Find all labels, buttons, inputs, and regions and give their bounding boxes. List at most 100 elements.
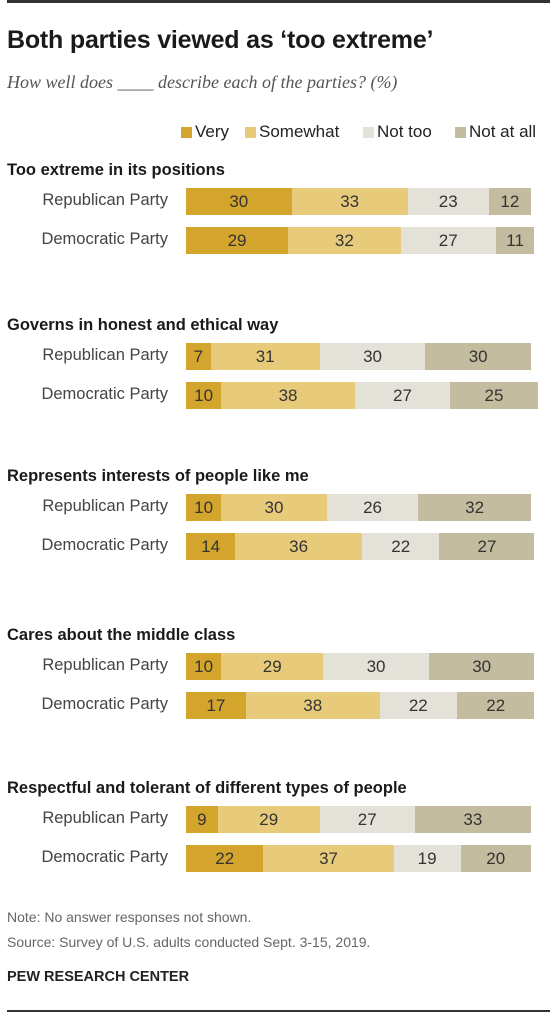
data-label: 27 xyxy=(357,809,377,829)
bar-segment-not-at-all: 27 xyxy=(439,533,535,560)
bar-segment-somewhat: 38 xyxy=(221,382,355,409)
data-label: 7 xyxy=(193,346,204,366)
row-label: Republican Party xyxy=(42,191,168,209)
stacked-bar: 10 30 26 32 xyxy=(186,494,531,521)
data-label: 29 xyxy=(262,656,282,676)
bar-segment-not-too: 19 xyxy=(393,845,461,872)
data-label: 25 xyxy=(484,385,504,405)
bar-segment-somewhat: 29 xyxy=(217,806,320,833)
bar-segment-not-at-all: 22 xyxy=(457,692,535,719)
data-label: 30 xyxy=(468,346,488,366)
data-label: 10 xyxy=(194,385,214,405)
bar-segment-not-at-all: 30 xyxy=(425,343,531,370)
bar-segment-somewhat: 37 xyxy=(263,845,394,872)
bar-segment-not-too: 27 xyxy=(354,382,450,409)
source-text: Source: Survey of U.S. adults conducted … xyxy=(7,934,371,950)
bar-segment-very: 30 xyxy=(186,188,292,215)
bar-segment-somewhat: 36 xyxy=(235,533,362,560)
row-label: Republican Party xyxy=(42,809,168,827)
bar-segment-somewhat: 33 xyxy=(291,188,408,215)
bar-segment-not-at-all: 11 xyxy=(495,227,535,254)
bar-segment-not-at-all: 25 xyxy=(450,382,538,409)
bar-segment-not-at-all: 12 xyxy=(488,188,531,215)
legend-item: Not at all xyxy=(455,122,536,142)
data-label: 22 xyxy=(486,695,506,715)
data-label: 22 xyxy=(391,536,411,556)
legend-label: Somewhat xyxy=(259,122,340,141)
bar-segment-very: 10 xyxy=(186,494,222,521)
bottom-rule xyxy=(7,1010,550,1012)
data-label: 30 xyxy=(363,346,382,366)
bar-segment-very: 17 xyxy=(186,692,246,719)
bar-segment-somewhat: 31 xyxy=(210,343,320,370)
data-label: 10 xyxy=(194,656,214,676)
bar-segment-not-too: 22 xyxy=(362,533,440,560)
data-label: 33 xyxy=(463,809,483,829)
group-title: Respectful and tolerant of different typ… xyxy=(7,779,407,797)
chart-subtitle: How well does ____ describe each of the … xyxy=(7,72,398,92)
data-label: 27 xyxy=(393,385,412,405)
stacked-bar: 14 36 22 27 xyxy=(186,533,535,560)
bar-segment-very: 7 xyxy=(186,343,211,370)
bar-segment-somewhat: 29 xyxy=(221,653,324,680)
legend-label: Very xyxy=(195,122,230,141)
data-label: 9 xyxy=(197,809,207,829)
legend-label: Not too xyxy=(377,122,432,141)
stacked-bar: 10 38 27 25 xyxy=(186,382,538,409)
data-label: 12 xyxy=(500,191,520,211)
row-label: Democratic Party xyxy=(41,695,168,713)
row-label: Republican Party xyxy=(42,346,168,364)
data-label: 38 xyxy=(303,695,323,715)
data-label: 29 xyxy=(259,809,279,829)
bar-segment-very: 14 xyxy=(186,533,236,560)
legend-swatch xyxy=(181,127,192,138)
data-label: 38 xyxy=(278,385,298,405)
data-label: 14 xyxy=(201,536,221,556)
bar-segment-very: 29 xyxy=(186,227,289,254)
row-label: Democratic Party xyxy=(41,385,168,403)
row-label: Democratic Party xyxy=(41,536,168,554)
row-label: Democratic Party xyxy=(41,230,168,248)
legend-swatch xyxy=(455,127,466,138)
bar-segment-very: 9 xyxy=(186,806,218,833)
data-label: 37 xyxy=(319,848,339,868)
bar-segment-somewhat: 30 xyxy=(221,494,327,521)
group-title: Cares about the middle class xyxy=(7,626,236,644)
data-label: 32 xyxy=(334,230,354,250)
data-label: 33 xyxy=(340,191,360,211)
group-title: Too extreme in its positions xyxy=(7,161,225,179)
bar-segment-not-too: 27 xyxy=(400,227,496,254)
legend-swatch xyxy=(245,127,256,138)
data-label: 30 xyxy=(229,191,249,211)
bar-segment-not-too: 26 xyxy=(326,494,419,521)
data-label: 31 xyxy=(255,346,275,366)
bar-segment-somewhat: 38 xyxy=(245,692,380,719)
data-label: 32 xyxy=(465,497,485,517)
legend-item: Somewhat xyxy=(245,122,339,142)
stacked-bar: 7 31 30 30 xyxy=(186,343,531,370)
bar-segment-somewhat: 32 xyxy=(288,227,401,254)
data-label: 36 xyxy=(289,536,309,556)
legend-swatch xyxy=(363,127,374,138)
bar-segment-not-at-all: 32 xyxy=(418,494,531,521)
legend-label: Not at all xyxy=(469,122,537,141)
data-label: 22 xyxy=(408,695,428,715)
bar-segment-not-too: 27 xyxy=(319,806,415,833)
bar-segment-not-at-all: 20 xyxy=(460,845,531,872)
bar-segment-not-at-all: 30 xyxy=(428,653,535,680)
data-label: 19 xyxy=(417,848,437,868)
bar-segment-not-too: 30 xyxy=(323,653,429,680)
legend-item: Very xyxy=(181,122,229,142)
bar-segment-very: 22 xyxy=(186,845,264,872)
data-label: 22 xyxy=(215,848,235,868)
note-text: Note: No answer responses not shown. xyxy=(7,909,252,925)
data-label: 20 xyxy=(486,848,506,868)
bar-segment-not-too: 22 xyxy=(379,692,458,719)
data-label: 10 xyxy=(194,497,214,517)
org-name: PEW RESEARCH CENTER xyxy=(7,969,190,985)
data-label: 26 xyxy=(363,497,383,517)
bar-segment-not-at-all: 33 xyxy=(414,806,531,833)
legend-item: Not too xyxy=(363,122,432,142)
group-title: Represents interests of people like me xyxy=(7,467,309,485)
bar-segment-very: 10 xyxy=(186,382,222,409)
